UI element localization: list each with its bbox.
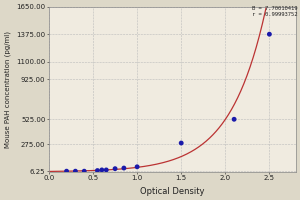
Point xyxy=(179,141,184,145)
Point xyxy=(73,170,78,173)
Point xyxy=(135,165,140,168)
Point xyxy=(99,168,104,172)
Point xyxy=(82,170,87,173)
Point xyxy=(232,118,236,121)
Point xyxy=(64,170,69,173)
Point xyxy=(95,169,100,172)
Y-axis label: Mouse PAH concentration (pg/ml): Mouse PAH concentration (pg/ml) xyxy=(4,31,11,148)
Text: B = 7.70010419
r = 0.99993752: B = 7.70010419 r = 0.99993752 xyxy=(251,6,297,17)
Point xyxy=(113,167,118,170)
Point xyxy=(267,33,272,36)
Point xyxy=(122,166,126,170)
Point xyxy=(104,168,109,172)
X-axis label: Optical Density: Optical Density xyxy=(140,187,205,196)
